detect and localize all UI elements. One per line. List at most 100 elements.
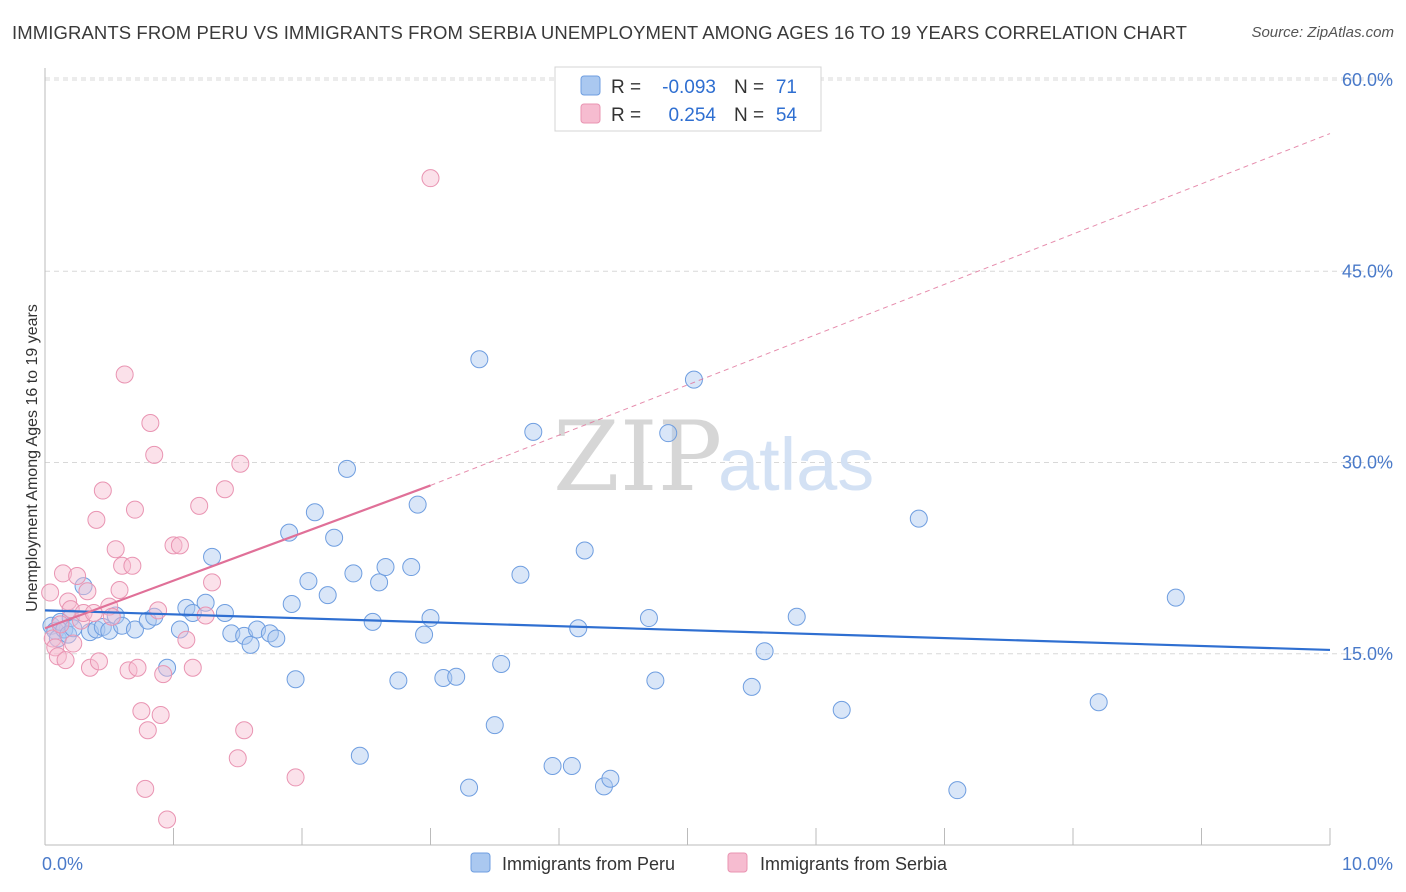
peru-point-64 bbox=[646, 671, 665, 690]
peru-point-62 bbox=[601, 769, 620, 788]
peru-point-69 bbox=[787, 607, 806, 626]
serbia-point-23 bbox=[113, 556, 132, 575]
legend-swatch-peru bbox=[580, 75, 601, 96]
serbia-point-5 bbox=[53, 564, 72, 583]
serbia-point-34 bbox=[149, 601, 168, 620]
serbia-point-37 bbox=[158, 810, 177, 829]
y-tick-label-3: 60.0% bbox=[1342, 70, 1393, 90]
serbia-point-20 bbox=[102, 607, 121, 626]
peru-point-74 bbox=[1166, 588, 1185, 607]
peru-point-32 bbox=[282, 595, 301, 614]
peru-point-70 bbox=[832, 700, 851, 719]
y-tick-labels: 15.0% 30.0% 45.0% 60.0% bbox=[1342, 70, 1393, 664]
bottom-legend-label-peru: Immigrants from Peru bbox=[502, 854, 675, 874]
peru-point-43 bbox=[376, 558, 395, 577]
serbia-point-6 bbox=[56, 651, 75, 670]
serbia-point-10 bbox=[68, 566, 87, 585]
legend-n-label-serbia: N = bbox=[734, 105, 764, 126]
serbia-point-16 bbox=[87, 510, 106, 529]
legend-r-label-serbia: R = bbox=[611, 105, 641, 126]
serbia-point-22 bbox=[110, 581, 129, 599]
serbia-point-26 bbox=[123, 556, 142, 575]
serbia-point-48 bbox=[235, 721, 254, 740]
serbia-point-33 bbox=[145, 445, 164, 464]
chart-source: Source: ZipAtlas.com bbox=[1251, 24, 1394, 41]
serbia-point-14 bbox=[80, 658, 99, 677]
serbia-point-31 bbox=[138, 721, 157, 740]
peru-point-42 bbox=[370, 573, 389, 592]
peru-point-15 bbox=[125, 620, 144, 639]
peru-point-56 bbox=[524, 422, 543, 441]
serbia-point-42 bbox=[190, 496, 209, 515]
serbia-point-40 bbox=[177, 630, 196, 649]
peru-point-48 bbox=[421, 609, 440, 628]
legend-r-value-peru: -0.093 bbox=[662, 77, 716, 98]
peru-point-65 bbox=[659, 424, 678, 443]
peru-point-60 bbox=[575, 541, 594, 560]
peru-point-72 bbox=[948, 781, 967, 800]
peru-point-36 bbox=[318, 586, 337, 605]
peru-point-23 bbox=[203, 547, 222, 566]
y-axis-label: Unemployment Among Ages 16 to 19 years bbox=[24, 304, 41, 612]
watermark-zip-text: ZIP bbox=[553, 401, 722, 513]
peru-point-58 bbox=[562, 756, 581, 775]
peru-point-67 bbox=[742, 677, 761, 696]
serbia-point-47 bbox=[231, 454, 250, 473]
peru-point-45 bbox=[402, 558, 421, 577]
serbia-point-45 bbox=[215, 480, 234, 499]
chart-title: IMMIGRANTS FROM PERU VS IMMIGRANTS FROM … bbox=[12, 22, 1187, 43]
peru-point-40 bbox=[350, 746, 369, 765]
x-tick-label-0: 0.0% bbox=[42, 854, 83, 874]
peru-point-44 bbox=[389, 671, 408, 690]
serbia-point-27 bbox=[125, 500, 144, 519]
peru-point-24 bbox=[215, 603, 234, 622]
bottom-legend-swatch-peru bbox=[470, 852, 491, 873]
serbia-point-46 bbox=[228, 749, 247, 768]
serbia-point-32 bbox=[141, 413, 160, 432]
legend-n-label-peru: N = bbox=[734, 77, 764, 98]
grid-lines bbox=[45, 77, 1392, 655]
serbia-point-0 bbox=[41, 583, 60, 602]
peru-point-51 bbox=[460, 778, 479, 797]
legend-r-value-serbia: 0.254 bbox=[668, 105, 716, 126]
peru-point-46 bbox=[408, 495, 427, 514]
serbia-point-21 bbox=[106, 540, 125, 559]
serbia-point-36 bbox=[154, 665, 173, 684]
x-tick-labels: 0.0% 10.0% bbox=[42, 854, 1393, 874]
legend-swatch-serbia bbox=[580, 103, 601, 124]
correlation-legend: R = -0.093 N = 71 R = 0.254 N = 54 bbox=[554, 66, 822, 132]
peru-point-52 bbox=[470, 350, 489, 369]
peru-point-34 bbox=[299, 572, 318, 591]
serbia-point-41 bbox=[183, 658, 202, 677]
peru-point-37 bbox=[325, 528, 344, 547]
serbia-trend-extension bbox=[430, 133, 1331, 486]
peru-point-49 bbox=[434, 668, 453, 687]
watermark: ZIP atlas bbox=[553, 401, 874, 513]
serbia-point-35 bbox=[151, 705, 170, 724]
peru-point-41 bbox=[363, 612, 382, 631]
peru-point-53 bbox=[485, 716, 504, 735]
bottom-legend-swatch-serbia bbox=[727, 852, 748, 873]
serbia-point-49 bbox=[286, 768, 305, 787]
peru-point-38 bbox=[337, 459, 356, 478]
peru-point-55 bbox=[511, 565, 530, 584]
axes bbox=[44, 68, 1331, 846]
peru-point-57 bbox=[543, 756, 562, 775]
peru-point-35 bbox=[305, 503, 324, 522]
serbia-point-17 bbox=[89, 652, 108, 671]
serbia-point-30 bbox=[136, 779, 155, 798]
peru-point-30 bbox=[267, 629, 286, 648]
x-tick-label-1: 10.0% bbox=[1342, 854, 1393, 874]
bottom-legend-label-serbia: Immigrants from Serbia bbox=[760, 854, 948, 874]
peru-point-47 bbox=[415, 625, 434, 644]
peru-point-66 bbox=[684, 370, 703, 389]
watermark-atlas-text: atlas bbox=[718, 423, 874, 506]
series-legend: Immigrants from Peru Immigrants from Ser… bbox=[470, 852, 948, 874]
peru-point-22 bbox=[196, 593, 215, 612]
peru-point-50 bbox=[447, 667, 466, 686]
peru-point-73 bbox=[1089, 693, 1108, 712]
legend-r-label-peru: R = bbox=[611, 77, 641, 98]
peru-point-54 bbox=[492, 654, 511, 673]
serbia-point-39 bbox=[170, 536, 189, 555]
